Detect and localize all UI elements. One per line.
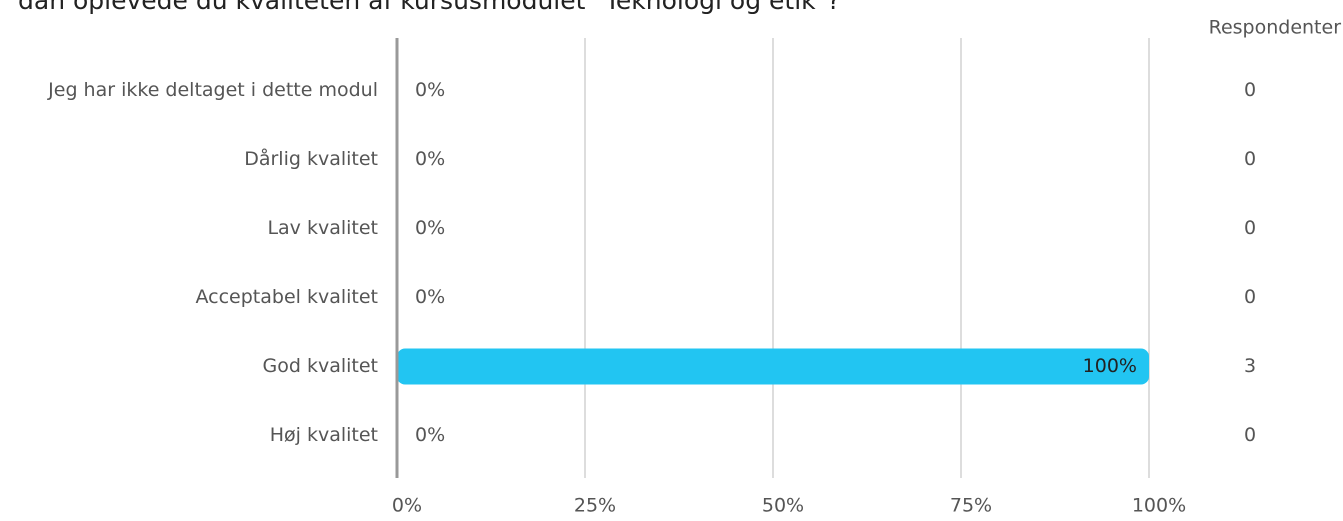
respondents-header: Respondenter (1209, 17, 1342, 39)
value-label: 0% (415, 424, 445, 446)
respondent-count: 0 (1244, 286, 1256, 308)
chart-title: dan oplevede du kvaliteten af kursusmodu… (18, 0, 840, 15)
category-label: Acceptabel kvalitet (195, 286, 378, 308)
x-tick-label: 25% (574, 495, 616, 517)
category-label: Lav kvalitet (267, 217, 378, 239)
category-label: God kvalitet (263, 355, 378, 377)
category-label: Jeg har ikke deltaget i dette modul (47, 79, 378, 101)
respondent-count: 0 (1244, 79, 1256, 101)
respondent-count: 0 (1244, 148, 1256, 170)
x-tick-label: 50% (762, 495, 804, 517)
bar (397, 348, 1149, 385)
respondent-count: 0 (1244, 424, 1256, 446)
value-label: 0% (415, 286, 445, 308)
category-label: Høj kvalitet (270, 424, 378, 446)
value-label: 0% (415, 217, 445, 239)
value-label: 0% (415, 79, 445, 101)
x-tick-label: 0% (392, 495, 422, 517)
respondent-count: 0 (1244, 217, 1256, 239)
value-label: 0% (415, 148, 445, 170)
value-label: 100% (1083, 355, 1137, 377)
category-label: Dårlig kvalitet (244, 147, 378, 170)
x-tick-label: 100% (1132, 495, 1186, 517)
x-tick-label: 75% (950, 495, 992, 517)
respondent-count: 3 (1244, 355, 1256, 377)
